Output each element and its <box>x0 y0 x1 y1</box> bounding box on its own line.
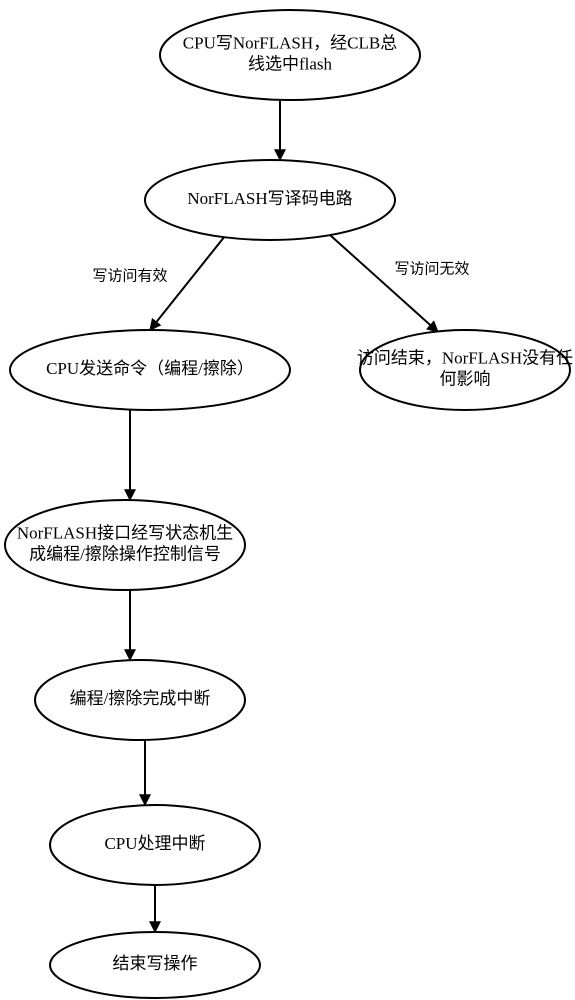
flowchart-diagram: 写访问有效 写访问无效 CPU写NorFLASH，经CLB总线选中flash NorF… <box>0 0 575 1000</box>
node-label-n6-line0: 编程/擦除完成中断 <box>70 689 211 708</box>
node-label-n5-line1: 成编程/擦除操作控制信号 <box>29 545 221 564</box>
node-label-n1-line0: CPU写NorFLASH，经CLB总 <box>183 33 397 52</box>
node-label-n2-line0: NorFLASH写译码电路 <box>187 189 352 208</box>
node-label-n7-line0: CPU处理中断 <box>104 834 205 853</box>
node-label-n4-line0: 访问结束，NorFLASH没有任 <box>357 348 573 367</box>
edge-label-e3: 写访问无效 <box>394 260 469 277</box>
node-label-n4-line1: 何影响 <box>440 370 491 389</box>
edge-label-e2: 写访问有效 <box>92 267 167 284</box>
node-label-n3-line0: CPU发送命令（编程/擦除） <box>46 359 254 378</box>
node-label-n1-line1: 线选中flash <box>248 55 333 74</box>
node-label-n8-line0: 结束写操作 <box>113 954 198 973</box>
edge-e3 <box>330 235 438 332</box>
node-label-n5-line0: NorFLASH接口经写状态机生 <box>17 523 233 542</box>
